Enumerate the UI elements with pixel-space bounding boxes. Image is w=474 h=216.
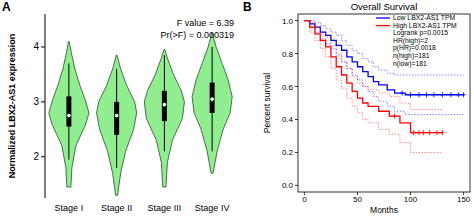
censor-mark	[440, 130, 444, 135]
violin	[144, 50, 184, 187]
x-tick-label: Stage III	[148, 203, 182, 213]
y-axis-line	[45, 14, 46, 198]
censor-mark	[417, 130, 421, 135]
annotation: Pr(>F) = 0.000319	[160, 30, 234, 40]
y-tick	[295, 86, 298, 87]
confidence-upper	[304, 21, 463, 75]
y-tick	[41, 156, 45, 157]
censor-mark	[440, 92, 444, 97]
box	[66, 96, 71, 126]
censor-mark	[400, 91, 404, 96]
censor-mark	[432, 92, 436, 97]
violin	[97, 55, 137, 195]
y-axis-label: Percent survival	[262, 73, 272, 134]
violin	[192, 33, 232, 173]
median	[67, 114, 71, 118]
censor-mark	[417, 92, 421, 97]
censor-mark	[393, 114, 397, 119]
confidence-lower	[304, 21, 463, 115]
censor-mark	[462, 92, 466, 97]
censor-mark	[412, 130, 416, 135]
y-tick	[295, 152, 298, 153]
legend-label: Low LBX2-AS1 TPM	[393, 14, 456, 21]
figure: A Normalized LBX2-AS1 expression 2 3 4 Stage …	[0, 0, 474, 216]
y-tick-label: 3	[33, 96, 39, 107]
x-tick-label: 150	[457, 195, 471, 204]
y-tick-label: 0.2	[282, 148, 294, 157]
y-tick-label: 0.6	[282, 83, 294, 92]
panel-label: A	[2, 0, 11, 14]
x-tick-label: Stage I	[55, 203, 84, 213]
annotation: F value = 6.39	[177, 18, 234, 28]
y-tick	[295, 185, 298, 186]
median	[210, 97, 214, 101]
box	[162, 91, 167, 121]
median	[115, 114, 119, 118]
x-tick-label: 100	[404, 195, 418, 204]
box	[114, 102, 119, 135]
censor-mark	[424, 92, 428, 97]
y-tick-label: 4	[33, 41, 39, 52]
y-tick-label: 0.0	[282, 181, 294, 190]
annotation: n(low)=181	[393, 60, 427, 68]
y-tick	[295, 53, 298, 54]
x-tick-label: Stage IV	[195, 203, 230, 213]
censor-mark	[428, 130, 432, 135]
legend-swatch	[376, 17, 390, 18]
plot-frame	[298, 14, 470, 192]
survival-marks	[304, 21, 465, 153]
y-tick-label: 2	[33, 151, 39, 162]
x-tick-label: 50	[353, 195, 362, 204]
y-tick	[41, 46, 45, 47]
box	[210, 83, 215, 113]
censor-mark	[435, 130, 439, 135]
y-tick-label: 1.0	[282, 17, 294, 26]
censor-mark	[456, 92, 460, 97]
y-tick-label: 0.4	[282, 115, 294, 124]
violin	[49, 41, 89, 187]
median	[163, 103, 167, 107]
violin-marks	[49, 33, 232, 195]
panel-label: B	[243, 0, 252, 14]
x-tick-label: 0	[302, 195, 307, 204]
censor-mark	[409, 92, 413, 97]
legend-swatch	[376, 25, 390, 26]
y-tick	[41, 101, 45, 102]
censor-mark	[449, 92, 453, 97]
x-tick-label: Stage II	[101, 203, 132, 213]
page: {"chart_data": [ {"type": "violin", "pan…	[0, 0, 474, 216]
title: Overall Survival	[351, 1, 418, 12]
survival-curve	[304, 21, 463, 95]
y-axis-label: Normalized LBX2-AS1 expression	[7, 34, 17, 179]
x-axis-label: Months	[370, 205, 398, 215]
y-tick	[295, 119, 298, 120]
survival-curve	[304, 21, 442, 133]
y-tick	[295, 20, 298, 21]
y-tick-label: 0.8	[282, 50, 294, 59]
censor-mark	[421, 130, 425, 135]
legend: Low LBX2-AS1 TPMHigh LBX2-AS1 TPMLogrank…	[376, 14, 457, 68]
confidence-lower	[304, 21, 442, 153]
